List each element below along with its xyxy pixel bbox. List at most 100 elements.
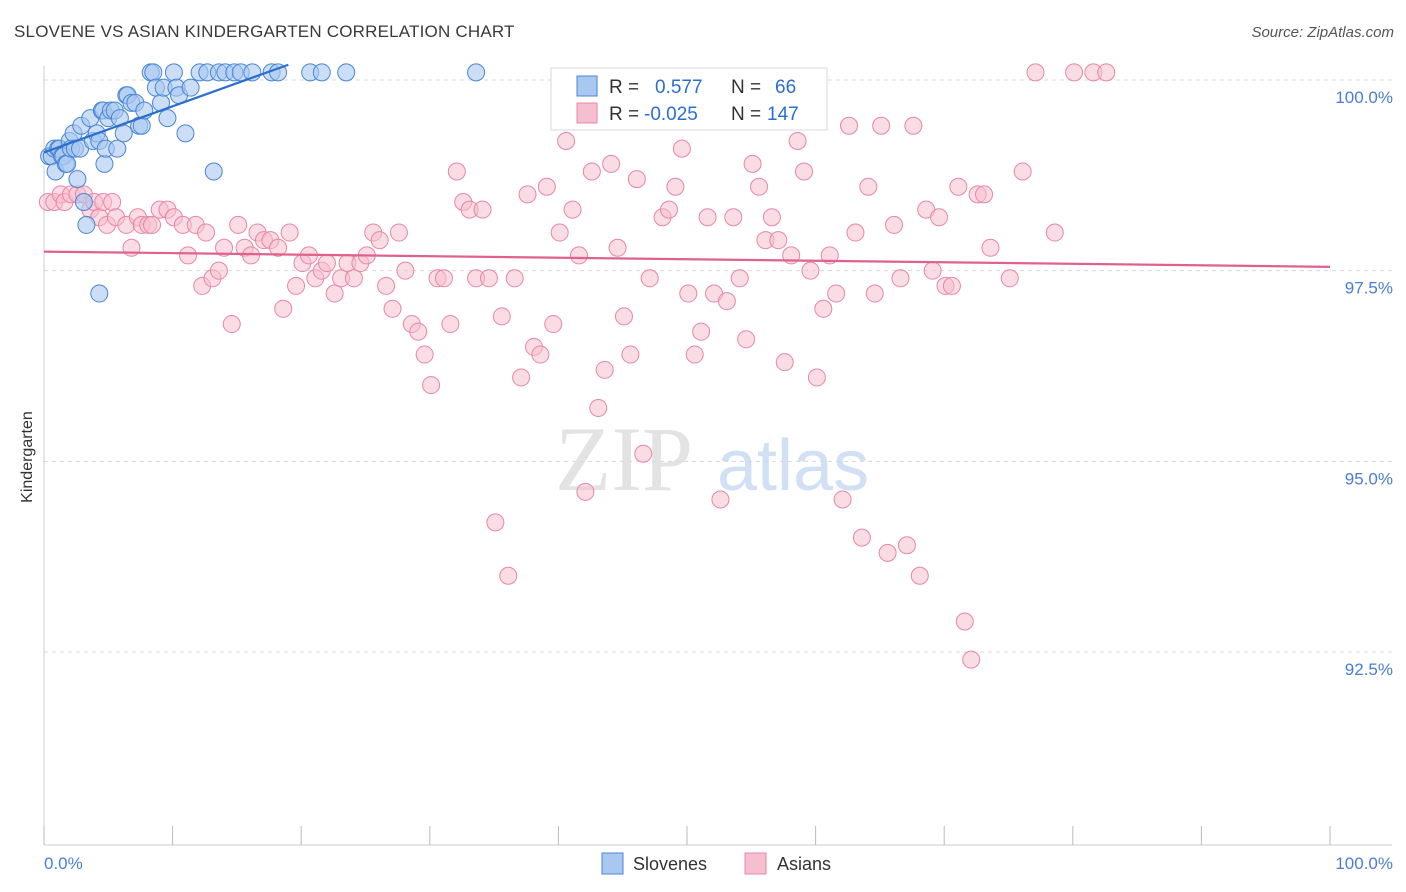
asians-point <box>473 200 492 219</box>
asians-point <box>859 177 878 196</box>
asians-point <box>505 269 524 288</box>
asians-point <box>769 231 788 250</box>
asians-point <box>103 193 122 212</box>
asians-point <box>589 398 608 417</box>
axes <box>43 66 1392 846</box>
asians-point <box>209 261 228 280</box>
asians-point <box>975 185 994 204</box>
asians-point <box>846 223 865 242</box>
asians-point <box>942 276 961 295</box>
legend-asians-n-label: N = <box>731 104 761 125</box>
source-label: Source: ZipAtlas.com <box>1251 24 1394 41</box>
asians-point <box>370 231 389 250</box>
asians-point <box>229 215 248 234</box>
watermark-zip: ZIP <box>555 408 693 510</box>
asians-point <box>377 276 396 295</box>
asians-point <box>872 116 891 135</box>
bottom-legend: Slovenes Asians <box>601 852 831 875</box>
asians-point <box>717 292 736 311</box>
asians-point <box>724 208 743 227</box>
asians-point <box>563 200 582 219</box>
bottom-legend-asians-label: Asians <box>777 854 831 874</box>
asians-point <box>1026 63 1045 82</box>
asians-point <box>762 208 781 227</box>
slovenes-point <box>204 162 223 181</box>
slovenes-point <box>108 139 127 158</box>
asians-point <box>582 162 601 181</box>
asians-point <box>179 246 198 265</box>
y-axis-label: Kindergarten <box>19 411 36 503</box>
asians-point <box>143 215 162 234</box>
asians-trend-line <box>43 250 1331 268</box>
chart-title: SLOVENE VS ASIAN KINDERGARTEN CORRELATIO… <box>14 22 515 41</box>
asians-point <box>981 238 1000 257</box>
asians-point <box>215 238 234 257</box>
asians-point <box>795 162 814 181</box>
slovenes-points <box>40 63 486 303</box>
asians-point <box>962 650 981 669</box>
asians-point <box>389 223 408 242</box>
watermark: ZIP atlas <box>555 408 869 510</box>
asians-point <box>865 284 884 303</box>
asians-point <box>750 177 769 196</box>
slovenes-point <box>144 63 163 82</box>
legend-slovenes-r-value: 0.577 <box>655 77 703 98</box>
asians-point <box>492 307 511 326</box>
asians-points <box>38 63 1116 669</box>
asians-point <box>1013 162 1032 181</box>
asians-point <box>807 368 826 387</box>
asians-point <box>685 345 704 364</box>
legend-asians-n-value: 147 <box>767 104 799 125</box>
x-tick-label: 0.0% <box>44 854 83 873</box>
asians-point <box>949 177 968 196</box>
asians-point <box>737 330 756 349</box>
asians-point <box>325 284 344 303</box>
slovenes-point <box>312 63 331 82</box>
asians-point <box>383 299 402 318</box>
asians-point <box>608 238 627 257</box>
asians-point <box>557 132 576 151</box>
asians-point <box>814 299 833 318</box>
slovenes-point <box>95 154 114 173</box>
slovenes-point <box>164 63 183 82</box>
asians-point <box>621 345 640 364</box>
asians-point <box>897 536 916 555</box>
y-tick-label: 100.0% <box>1335 88 1393 107</box>
asians-point <box>627 170 646 189</box>
asians-point <box>409 322 428 341</box>
asians-point <box>711 490 730 509</box>
asians-point <box>910 566 929 585</box>
bottom-legend-slovenes-swatch <box>601 852 624 875</box>
y-tick-label: 97.5% <box>1345 279 1393 298</box>
legend-asians-r-label: R = <box>609 104 639 125</box>
asians-point <box>904 116 923 135</box>
asians-point <box>1045 223 1064 242</box>
asians-point <box>222 315 241 334</box>
asians-point <box>679 284 698 303</box>
slovenes-point <box>74 193 93 212</box>
slovenes-point <box>176 124 195 143</box>
slovenes-point <box>68 170 87 189</box>
bottom-legend-asians-swatch <box>744 852 767 875</box>
asians-point <box>878 543 897 562</box>
asians-point <box>518 185 537 204</box>
asians-point <box>788 132 807 151</box>
asians-point <box>602 154 621 173</box>
asians-point <box>441 315 460 334</box>
asians-point <box>537 177 556 196</box>
y-tick-label: 95.0% <box>1345 469 1393 488</box>
asians-point <box>891 269 910 288</box>
asians-point <box>923 261 942 280</box>
asians-point <box>486 513 505 532</box>
asians-point <box>743 154 762 173</box>
asians-point <box>274 299 293 318</box>
slovenes-point <box>58 154 77 173</box>
slovenes-point <box>114 124 133 143</box>
asians-point <box>269 238 288 257</box>
asians-point <box>1065 63 1084 82</box>
asians-point <box>287 276 306 295</box>
asians-point <box>280 223 299 242</box>
asians-point <box>692 322 711 341</box>
asians-point <box>666 177 685 196</box>
asians-point <box>422 376 441 395</box>
